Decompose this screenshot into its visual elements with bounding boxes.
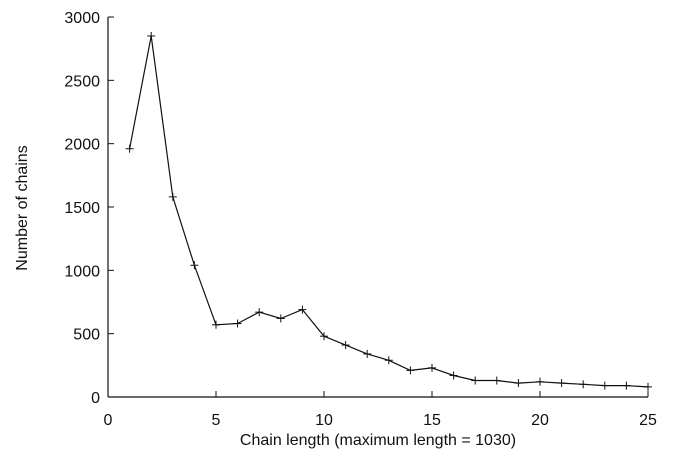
data-point (622, 381, 631, 390)
data-point (428, 363, 436, 372)
y-tick-label: 500 (73, 327, 100, 344)
data-point (147, 32, 156, 40)
data-point (449, 371, 458, 380)
data-point (212, 320, 220, 329)
data-point (125, 144, 134, 153)
y-tick-label: 1000 (64, 263, 100, 280)
data-point (492, 376, 501, 385)
data-point (168, 192, 177, 201)
data-point (298, 305, 307, 314)
plot-area (125, 32, 652, 391)
x-axis-label: Chain length (maximum length = 1030) (240, 432, 516, 449)
data-point (363, 349, 372, 358)
data-point (341, 341, 350, 350)
data-point (406, 366, 415, 375)
x-tick-label: 25 (639, 412, 657, 429)
x-tick-label: 5 (212, 412, 221, 429)
x-tick-label: 10 (315, 412, 333, 429)
x-tick-label: 0 (104, 412, 113, 429)
y-axis-label: Number of chains (14, 145, 31, 270)
data-point (644, 382, 652, 391)
data-point (190, 261, 199, 270)
data-point (276, 314, 285, 323)
data-point (255, 308, 264, 317)
data-point (579, 380, 588, 389)
data-point (384, 356, 393, 365)
axis-ticks: 0 500 1000 1500 2000 2500 3000 0 5 10 15 20 25 (64, 10, 657, 429)
y-tick-label: 0 (91, 390, 100, 407)
x-tick-label: 15 (423, 412, 441, 429)
series-line (129, 35, 649, 388)
y-tick-label: 2500 (64, 73, 100, 90)
data-point (233, 319, 242, 328)
axes (107, 17, 648, 398)
x-tick-label: 20 (531, 412, 549, 429)
data-point (536, 377, 544, 386)
y-tick-label: 3000 (64, 10, 100, 27)
data-point (600, 381, 609, 390)
y-tick-label: 2000 (64, 137, 100, 154)
data-point (471, 376, 480, 385)
data-point (514, 379, 523, 388)
y-tick-label: 1500 (64, 200, 100, 217)
data-point (320, 332, 328, 341)
data-point (557, 379, 566, 388)
